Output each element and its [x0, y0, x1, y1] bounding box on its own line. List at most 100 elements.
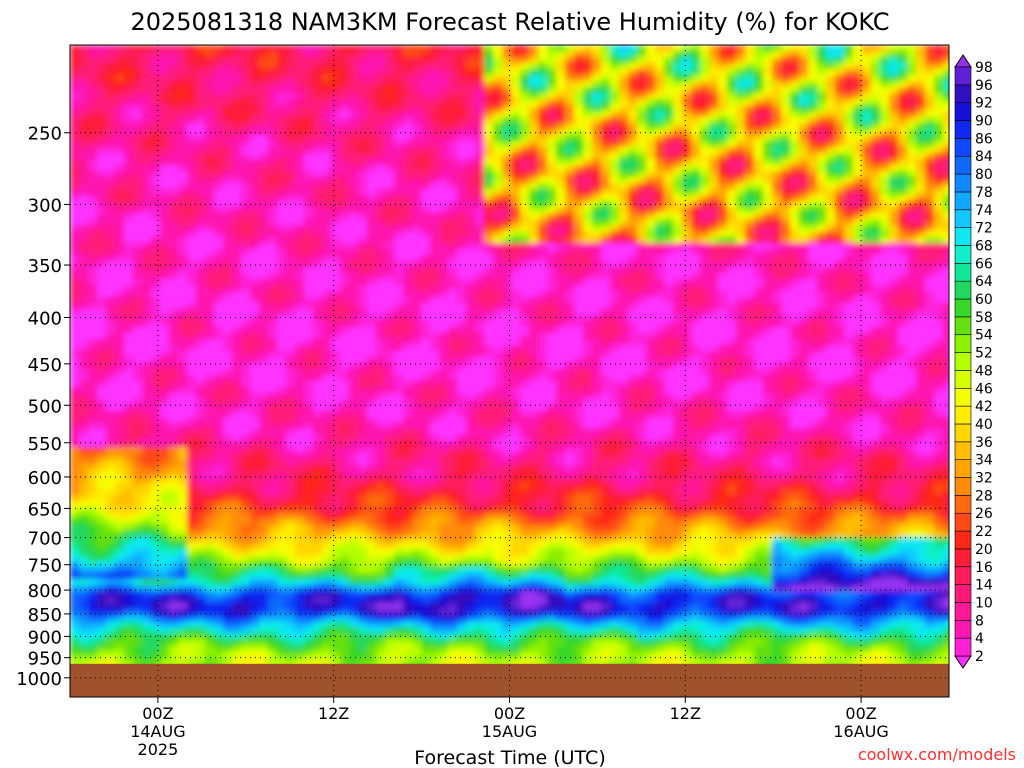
- y-tick-label: 550: [28, 434, 62, 455]
- y-tick-label: 350: [28, 256, 62, 277]
- colorbar-label: 8: [975, 613, 984, 629]
- colorbar-bin: [954, 566, 972, 585]
- colorbar-bin: [954, 637, 972, 657]
- x-tick-label: 12Z: [670, 704, 701, 723]
- colorbar-label: 90: [975, 114, 993, 130]
- colorbar-label: 28: [975, 488, 993, 504]
- colorbar-label: 64: [975, 274, 993, 290]
- humidity-field: [70, 45, 949, 697]
- colorbar-label: 84: [975, 149, 993, 165]
- colorbar-label: 74: [975, 203, 993, 219]
- x-tick-label: 00Z: [845, 704, 876, 723]
- y-tick-label: 850: [28, 605, 62, 626]
- colorbar-label: 58: [975, 310, 993, 326]
- colorbar-label: 92: [975, 96, 993, 112]
- colorbar-label: 4: [975, 631, 984, 647]
- chart-title: 2025081318 NAM3KM Forecast Relative Humi…: [130, 8, 889, 36]
- x-tick-label: 00Z: [142, 704, 173, 723]
- colorbar-bin: [954, 441, 972, 460]
- y-tick-label: 650: [28, 499, 62, 520]
- colorbar-label: 32: [975, 471, 993, 487]
- pressure-axis: 2503003504004505005506006507007508008509…: [16, 124, 70, 690]
- colorbar-bin: [954, 298, 972, 318]
- colorbar-label: 34: [975, 453, 993, 469]
- colorbar-bin: [954, 352, 972, 371]
- colorbar-label: 10: [975, 595, 993, 611]
- colorbar-label: 14: [975, 578, 993, 594]
- colorbar-label: 22: [975, 524, 993, 540]
- colorbar-label: 52: [975, 346, 993, 362]
- y-tick-label: 400: [28, 309, 62, 330]
- colorbar-label: 86: [975, 131, 993, 147]
- x-tick-year: 2025: [138, 740, 179, 759]
- colorbar-bin: [954, 548, 972, 568]
- colorbar-label: 60: [975, 292, 993, 308]
- colorbar-label: 48: [975, 363, 993, 379]
- colorbar-min-arrow: [954, 655, 972, 669]
- y-tick-label: 600: [28, 468, 62, 489]
- colorbar-label: 26: [975, 506, 993, 522]
- colorbar-label: 68: [975, 238, 993, 254]
- x-tick-date: 14AUG: [130, 722, 185, 741]
- colorbar-bin: [954, 334, 972, 353]
- colorbar-bin: [954, 405, 972, 425]
- x-tick-date: 16AUG: [833, 722, 888, 741]
- colorbar-label: 80: [975, 167, 993, 183]
- x-axis-label: Forecast Time (UTC): [414, 747, 605, 768]
- colorbar-bin: [954, 120, 972, 139]
- colorbar-bin: [954, 387, 972, 407]
- colorbar-label: 66: [975, 256, 993, 272]
- y-tick-label: 1000: [16, 669, 62, 690]
- y-tick-label: 700: [28, 529, 62, 550]
- colorbar-bin: [954, 84, 972, 103]
- colorbar: 2481014162022262832343640424648525458606…: [954, 54, 993, 669]
- y-tick-label: 500: [28, 396, 62, 417]
- colorbar-bin: [954, 584, 972, 603]
- colorbar-label: 54: [975, 328, 993, 344]
- colorbar-bin: [954, 602, 972, 621]
- colorbar-bin: [954, 423, 972, 443]
- colorbar-bin: [954, 155, 972, 175]
- colorbar-label: 42: [975, 399, 993, 415]
- y-tick-label: 450: [28, 355, 62, 376]
- colorbar-bin: [954, 280, 972, 300]
- colorbar-bin: [954, 66, 972, 86]
- colorbar-label: 46: [975, 381, 993, 397]
- colorbar-bin: [954, 173, 972, 193]
- colorbar-bin: [954, 316, 972, 336]
- colorbar-bin: [954, 209, 972, 228]
- colorbar-max-arrow: [954, 54, 972, 68]
- y-tick-label: 900: [28, 627, 62, 648]
- colorbar-bin: [954, 138, 972, 157]
- colorbar-bin: [954, 459, 972, 478]
- colorbar-bin: [954, 370, 972, 389]
- colorbar-bin: [954, 102, 972, 121]
- colorbar-label: 20: [975, 542, 993, 558]
- colorbar-label: 72: [975, 221, 993, 237]
- y-tick-label: 300: [28, 195, 62, 216]
- colorbar-bin: [954, 495, 972, 514]
- y-tick-label: 250: [28, 124, 62, 145]
- grid-lines: [70, 45, 949, 697]
- colorbar-bin: [954, 620, 972, 639]
- y-tick-label: 950: [28, 649, 62, 670]
- x-tick-label: 12Z: [318, 704, 349, 723]
- colorbar-bin: [954, 512, 972, 532]
- colorbar-label: 78: [975, 185, 993, 201]
- colorbar-label: 96: [975, 78, 993, 94]
- colorbar-bin: [954, 227, 972, 246]
- colorbar-bin: [954, 191, 972, 211]
- colorbar-bin: [954, 477, 972, 496]
- colorbar-label: 40: [975, 417, 993, 433]
- colorbar-label: 36: [975, 435, 993, 451]
- credit-text: coolwx.com/models: [858, 745, 1016, 764]
- colorbar-bin: [954, 530, 972, 550]
- y-tick-label: 800: [28, 581, 62, 602]
- y-tick-label: 750: [28, 556, 62, 577]
- colorbar-label: 2: [975, 649, 984, 665]
- colorbar-label: 16: [975, 560, 993, 576]
- x-tick-date: 15AUG: [482, 722, 537, 741]
- colorbar-bin: [954, 245, 972, 264]
